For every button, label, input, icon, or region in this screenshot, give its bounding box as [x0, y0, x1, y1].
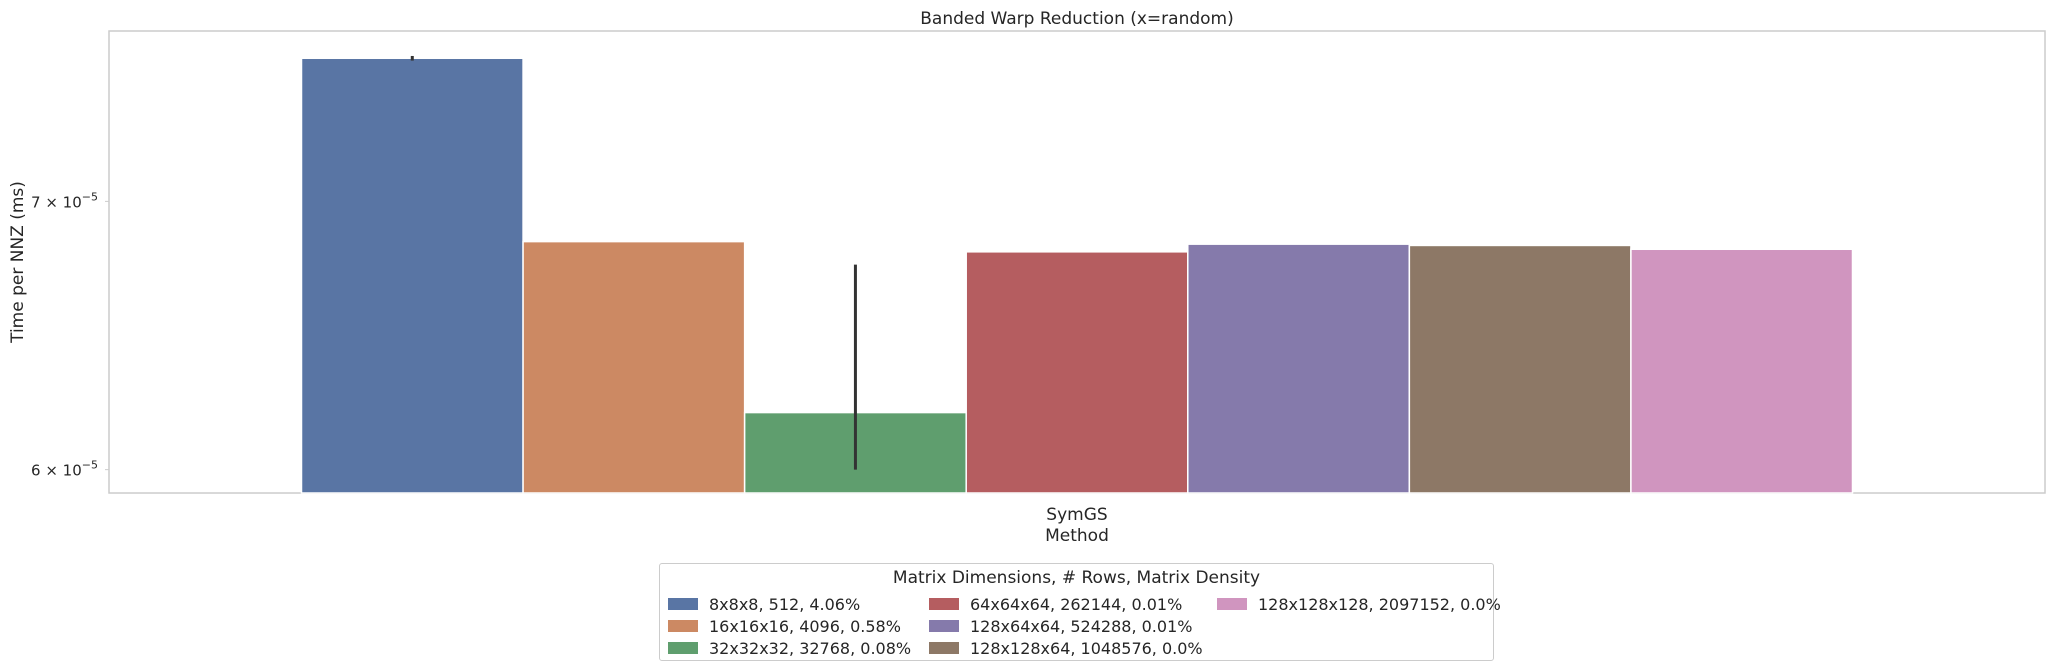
legend-title: Matrix Dimensions, # Rows, Matrix Densit…	[892, 568, 1261, 588]
legend-item: 128x128x128, 2097152, 0.0%	[1217, 593, 1501, 615]
x-tick-label: SymGS	[1046, 505, 1107, 525]
legend-item: 16x16x16, 4096, 0.58%	[668, 615, 901, 637]
legend-swatch	[668, 598, 698, 610]
y-axis-label: Time per NNZ (ms)	[8, 181, 28, 344]
legend-label: 128x128x64, 1048576, 0.0%	[970, 638, 1203, 658]
legend-swatch	[668, 642, 698, 654]
legend-label: 64x64x64, 262144, 0.01%	[970, 594, 1183, 614]
bar	[1408, 244, 1632, 494]
legend-swatch	[929, 620, 959, 632]
legend-swatch	[668, 620, 698, 632]
legend-item: 32x32x32, 32768, 0.08%	[668, 637, 911, 659]
legend-item: 64x64x64, 262144, 0.01%	[929, 593, 1182, 615]
chart-title: Banded Warp Reduction (x=random)	[920, 9, 1234, 29]
legend: Matrix Dimensions, # Rows, Matrix Densit…	[659, 563, 1501, 661]
legend-swatch	[1217, 598, 1247, 610]
bar	[965, 251, 1189, 494]
bar	[1630, 248, 1854, 494]
legend-item: 128x64x64, 524288, 0.01%	[929, 615, 1192, 637]
x-axis-label: Method	[1045, 526, 1109, 546]
y-tick-label: 6 × 10−5	[31, 459, 98, 480]
bar	[1187, 243, 1411, 494]
legend-swatch	[929, 598, 959, 610]
legend-label: 8x8x8, 512, 4.06%	[709, 594, 861, 614]
bar	[300, 57, 524, 494]
y-tick-label: 7 × 10−5	[31, 190, 98, 211]
legend-label: 32x32x32, 32768, 0.08%	[709, 638, 912, 658]
legend-label: 16x16x16, 4096, 0.58%	[709, 616, 901, 636]
bar	[522, 240, 746, 494]
legend-label: 128x64x64, 524288, 0.01%	[970, 616, 1193, 636]
legend-label: 128x128x128, 2097152, 0.0%	[1258, 594, 1501, 614]
legend-swatch	[929, 642, 959, 654]
legend-item: 8x8x8, 512, 4.06%	[668, 593, 860, 615]
legend-item: 128x128x64, 1048576, 0.0%	[929, 637, 1203, 659]
